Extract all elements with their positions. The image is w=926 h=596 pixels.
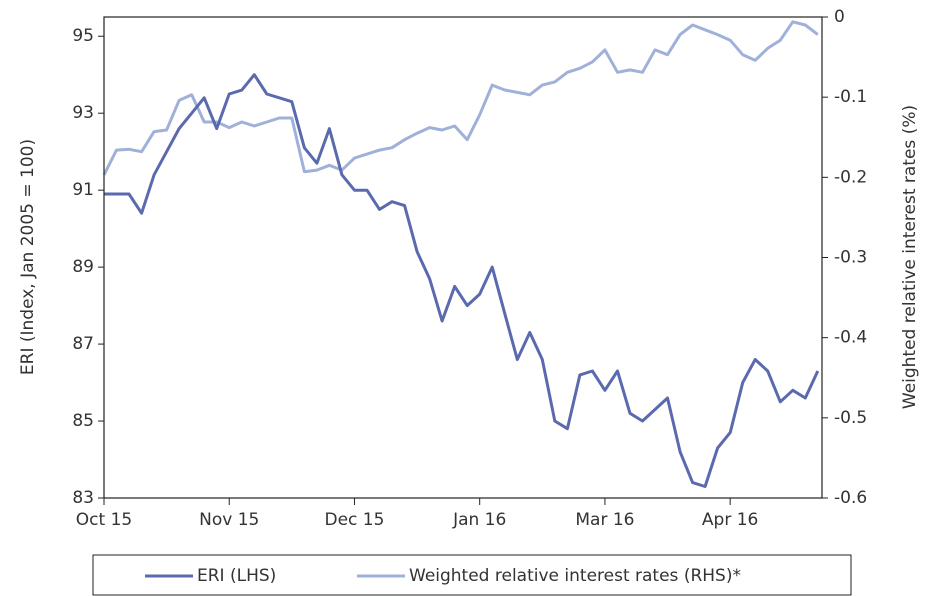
x-tick-label: Nov 15 <box>199 510 259 530</box>
y2-tick-label: -0.6 <box>834 488 867 508</box>
y-axis-label: ERI (Index, Jan 2005 = 100) <box>18 139 38 375</box>
y-tick-label: 83 <box>72 488 94 508</box>
y-tick-label: 87 <box>72 334 94 354</box>
legend-box <box>92 554 852 596</box>
y2-tick-label: -0.3 <box>834 248 867 268</box>
y-tick-label: 85 <box>72 411 94 431</box>
y2-axis-label: Weighted relative interest rates (%) <box>900 105 920 409</box>
series-line <box>104 73 820 488</box>
y2-tick-label: 0 <box>834 7 845 27</box>
legend-label: Weighted relative interest rates (RHS)* <box>409 566 741 586</box>
x-tick-label: Dec 15 <box>324 510 384 530</box>
y-tick-label: 95 <box>72 26 94 46</box>
y2-tick-label: -0.4 <box>834 328 867 348</box>
x-tick-label: Oct 15 <box>76 510 132 530</box>
y2-tick-label: -0.2 <box>834 167 867 187</box>
y-tick-label: 93 <box>72 103 94 123</box>
legend-label: ERI (LHS) <box>197 566 276 586</box>
series-line <box>102 20 819 176</box>
x-tick-label: Apr 16 <box>702 510 758 530</box>
x-tick-label: Jan 16 <box>452 510 506 530</box>
x-tick-label: Mar 16 <box>575 510 634 530</box>
y2-tick-label: -0.5 <box>834 408 867 428</box>
y-tick-label: 91 <box>72 180 94 200</box>
plot-frame <box>103 16 823 499</box>
y-tick-label: 89 <box>72 257 94 277</box>
y2-tick-label: -0.1 <box>834 87 867 107</box>
